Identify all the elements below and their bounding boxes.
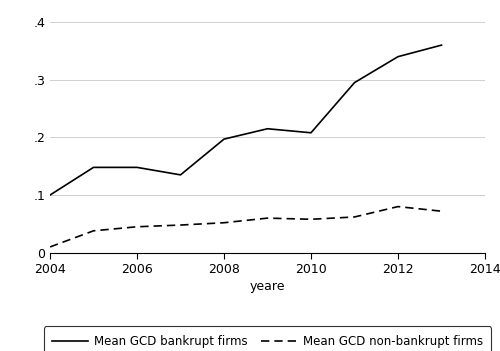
X-axis label: yeare: yeare bbox=[250, 280, 285, 293]
Legend: Mean GCD bankrupt firms, Mean GCD non-bankrupt firms: Mean GCD bankrupt firms, Mean GCD non-ba… bbox=[44, 326, 491, 351]
